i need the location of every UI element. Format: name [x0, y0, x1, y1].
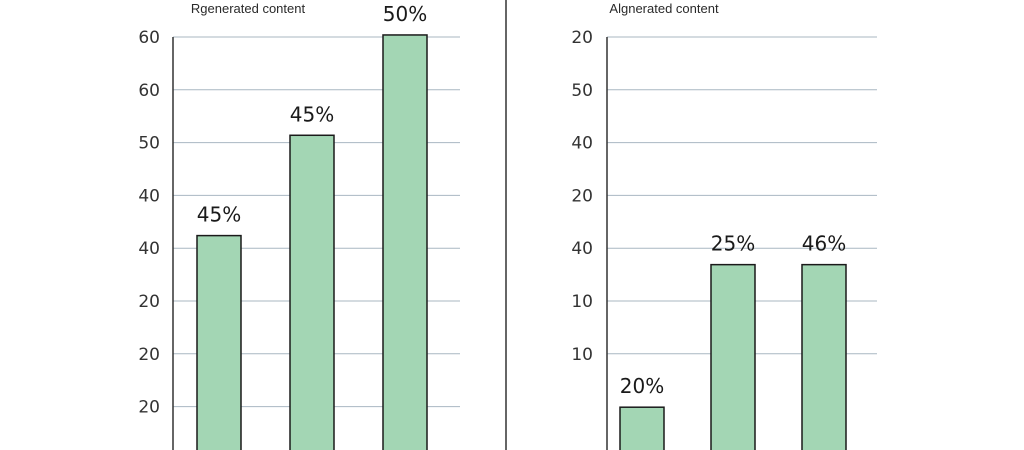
y-tick-label: 20 — [571, 28, 593, 48]
bar — [710, 263, 756, 450]
y-tick-label: 20 — [138, 398, 160, 418]
right-chart-panel: Algnerated content 20 50 40 20 40 10 10 20% 25% 46… — [571, 1, 877, 450]
bar-data-label: 46% — [802, 232, 846, 256]
bar-data-label: 20% — [620, 374, 664, 398]
y-tick-label: 60 — [138, 81, 160, 101]
bar-data-label: 25% — [711, 232, 755, 256]
bar-data-label: 45% — [290, 102, 334, 126]
bar-data-label: 50% — [383, 2, 427, 26]
y-tick-label: 60 — [138, 28, 160, 48]
y-tick-label: 40 — [138, 239, 160, 259]
bar — [382, 34, 428, 450]
bar — [196, 234, 242, 450]
left-chart-panel: Rgenerated content 60 60 50 40 40 20 20 20 45% 45%… — [138, 1, 460, 450]
y-tick-label: 20 — [138, 292, 160, 312]
bar — [801, 263, 847, 450]
y-tick-label: 20 — [571, 186, 593, 206]
bar — [619, 406, 665, 450]
chart-title: Rgenerated content — [191, 1, 306, 16]
y-tick-label: 10 — [571, 292, 593, 312]
y-tick-label: 50 — [138, 134, 160, 154]
y-tick-label: 40 — [571, 239, 593, 259]
y-tick-label: 40 — [571, 134, 593, 154]
y-tick-label: 10 — [571, 345, 593, 365]
y-tick-label: 40 — [138, 186, 160, 206]
bar-data-label: 45% — [197, 203, 241, 227]
y-tick-label: 20 — [138, 345, 160, 365]
y-tick-label: 50 — [571, 81, 593, 101]
chart-title: Algnerated content — [609, 1, 719, 16]
bar — [289, 134, 335, 450]
